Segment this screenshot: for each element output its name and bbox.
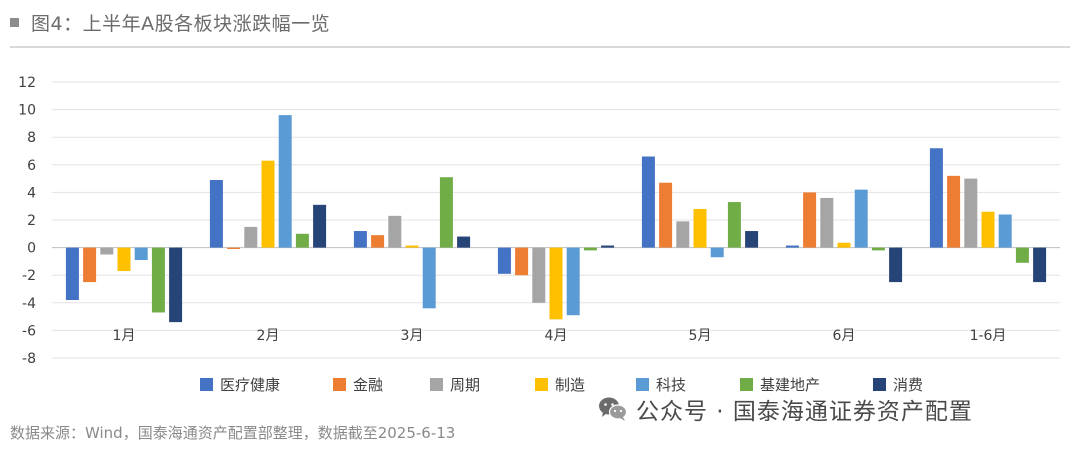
bar xyxy=(371,235,385,248)
bar xyxy=(278,115,292,248)
legend-swatch xyxy=(333,378,346,391)
watermark-text: 公众号 · 国泰海通证券资产配置 xyxy=(636,399,973,425)
bar xyxy=(497,247,511,274)
square-marker-icon xyxy=(10,17,19,27)
bar xyxy=(422,247,436,309)
y-tick-label: 4 xyxy=(27,185,36,201)
bar xyxy=(151,247,165,313)
bar xyxy=(964,178,978,248)
bar xyxy=(785,245,799,248)
y-tick-label: -2 xyxy=(22,268,36,284)
bar xyxy=(981,211,995,248)
category-label: 1-6月 xyxy=(970,328,1007,344)
legend-label: 制造 xyxy=(555,376,585,394)
bar xyxy=(549,247,563,320)
category-label: 6月 xyxy=(833,328,856,344)
bar xyxy=(457,236,471,248)
bar xyxy=(295,233,309,248)
bar xyxy=(209,179,223,248)
bar xyxy=(583,247,597,251)
legend-swatch xyxy=(430,378,443,391)
bar xyxy=(803,192,817,248)
y-tick-label: 2 xyxy=(27,213,36,229)
bar xyxy=(261,160,275,248)
category-label: 3月 xyxy=(401,328,424,344)
y-tick-label: -8 xyxy=(22,351,36,367)
legend-swatch xyxy=(873,378,886,391)
bar xyxy=(837,242,851,248)
bar xyxy=(854,189,868,248)
bar xyxy=(117,247,131,272)
category-label: 2月 xyxy=(257,328,280,344)
wechat-icon xyxy=(599,397,628,421)
bar xyxy=(169,247,183,323)
bar xyxy=(727,202,741,248)
bar xyxy=(515,247,529,276)
legend-label: 科技 xyxy=(656,376,686,394)
bar xyxy=(889,247,903,283)
category-label: 1月 xyxy=(113,328,136,344)
bar xyxy=(65,247,79,301)
y-tick-label: -4 xyxy=(22,296,36,312)
bar xyxy=(244,226,258,248)
legend-swatch xyxy=(535,378,548,391)
bar xyxy=(566,247,580,316)
bar xyxy=(1033,247,1047,283)
bar xyxy=(998,214,1012,248)
legend-label: 周期 xyxy=(450,376,480,394)
bar xyxy=(929,148,943,248)
y-tick-label: 6 xyxy=(27,158,36,174)
bar xyxy=(100,247,114,255)
bar xyxy=(820,197,834,248)
data-source-note: 数据来源：Wind，国泰海通资产配置部整理，数据截至2025-6-13 xyxy=(10,424,456,442)
bar xyxy=(745,231,759,248)
bar xyxy=(405,245,419,248)
category-label: 4月 xyxy=(545,328,568,344)
bar xyxy=(659,182,673,248)
y-tick-label: 12 xyxy=(18,75,36,91)
legend-label: 消费 xyxy=(893,376,923,394)
bar xyxy=(601,245,615,248)
legend-label: 金融 xyxy=(353,376,383,394)
y-tick-label: 10 xyxy=(18,103,36,119)
bar xyxy=(641,156,655,248)
bar xyxy=(388,215,402,248)
bar xyxy=(227,247,241,249)
legend-label: 基建地产 xyxy=(760,376,820,394)
y-tick-label: 0 xyxy=(27,241,36,257)
bar xyxy=(676,221,690,248)
legend-label: 医疗健康 xyxy=(220,376,280,394)
bar xyxy=(83,247,97,283)
bar xyxy=(710,247,724,258)
figure-title: 图4：上半年A股各板块涨跌幅一览 xyxy=(31,12,331,35)
bar xyxy=(353,231,367,248)
bar xyxy=(313,204,327,248)
legend-swatch xyxy=(740,378,753,391)
watermark: 公众号 · 国泰海通证券资产配置 xyxy=(598,392,973,426)
title-divider xyxy=(10,46,1070,48)
y-tick-label: -6 xyxy=(22,323,36,339)
bar xyxy=(693,208,707,248)
legend-swatch xyxy=(636,378,649,391)
bar xyxy=(439,177,453,248)
figure-header: 图4：上半年A股各板块涨跌幅一览 xyxy=(10,4,330,40)
legend-swatch xyxy=(200,378,213,391)
bar xyxy=(532,247,546,303)
bar xyxy=(1015,247,1029,263)
y-tick-label: 8 xyxy=(27,130,36,146)
bar xyxy=(871,247,885,251)
bar xyxy=(947,175,961,248)
category-label: 5月 xyxy=(689,328,712,344)
bar xyxy=(134,247,148,261)
